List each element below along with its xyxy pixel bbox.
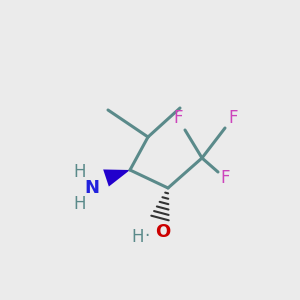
Text: F: F — [228, 109, 238, 127]
Text: N: N — [85, 179, 100, 197]
Text: F: F — [173, 109, 183, 127]
Text: O: O — [155, 223, 171, 241]
Text: H: H — [74, 163, 86, 181]
Polygon shape — [103, 169, 130, 187]
Text: F: F — [220, 169, 230, 187]
Text: H: H — [74, 195, 86, 213]
Text: ·: · — [144, 227, 150, 245]
Text: H: H — [132, 228, 144, 246]
